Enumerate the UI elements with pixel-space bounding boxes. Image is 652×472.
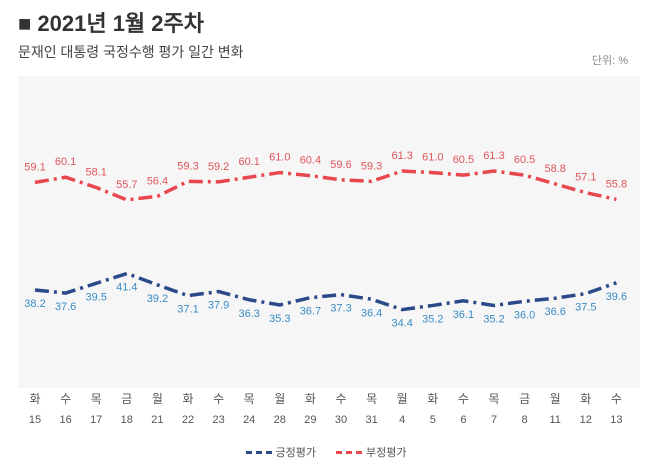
- data-label: 58.1: [85, 167, 106, 179]
- x-tick-day: 화: [427, 392, 438, 406]
- x-tick-day: 화: [305, 392, 316, 406]
- data-label: 35.2: [483, 313, 504, 325]
- data-label: 60.5: [514, 154, 535, 166]
- x-tick-day: 월: [152, 392, 163, 406]
- x-tick-day: 화: [580, 392, 591, 406]
- data-label: 55.7: [116, 179, 137, 191]
- x-tick-label: 16: [59, 414, 71, 426]
- data-label: 60.4: [300, 155, 321, 167]
- x-tick-day: 월: [550, 392, 561, 406]
- x-tick-day: 금: [121, 392, 132, 406]
- unit-label: 단위: %: [591, 55, 628, 67]
- x-tick-day: 목: [366, 392, 377, 406]
- x-tick-day: 화: [29, 392, 40, 406]
- data-label: 59.3: [361, 160, 382, 172]
- x-tick-day: 수: [60, 392, 71, 406]
- x-tick-label: 31: [365, 414, 377, 426]
- x-tick-label: 5: [430, 414, 436, 426]
- data-label: 37.9: [208, 300, 229, 312]
- data-label: 61.3: [391, 150, 412, 162]
- x-tick-label: 30: [335, 414, 347, 426]
- data-label: 37.5: [575, 302, 596, 314]
- data-label: 37.6: [55, 301, 76, 313]
- x-tick-label: 7: [491, 414, 497, 426]
- x-tick-day: 금: [519, 392, 530, 406]
- x-tick-day: 화: [182, 392, 193, 406]
- x-tick-label: 12: [580, 414, 592, 426]
- data-label: 61.0: [422, 152, 443, 164]
- data-label: 38.2: [24, 298, 45, 310]
- data-label: 60.5: [453, 154, 474, 166]
- legend-label: 긍정평가: [275, 447, 316, 459]
- data-label: 35.2: [422, 313, 443, 325]
- data-label: 58.8: [544, 163, 565, 175]
- legend-label: 부정평가: [366, 447, 407, 459]
- data-label: 59.6: [330, 159, 351, 171]
- x-tick-day: 수: [611, 392, 622, 406]
- data-label: 41.4: [116, 282, 137, 294]
- legend-swatch: [336, 450, 362, 454]
- legend-item: 부정평가: [336, 444, 406, 460]
- data-label: 57.1: [575, 172, 596, 184]
- x-tick-label: 18: [121, 414, 133, 426]
- chart-title: ■ 2021년 1월 2주차: [18, 11, 204, 36]
- x-tick-day: 수: [458, 392, 469, 406]
- data-label: 36.0: [514, 309, 535, 321]
- data-label: 39.5: [85, 291, 106, 303]
- data-label: 36.7: [300, 306, 321, 318]
- legend: 긍정평가 부정평가: [0, 444, 652, 460]
- data-label: 36.1: [453, 309, 474, 321]
- x-tick-day: 수: [213, 392, 224, 406]
- x-tick-day: 수: [335, 392, 346, 406]
- x-tick-label: 23: [212, 414, 224, 426]
- x-tick-label: 24: [243, 414, 255, 426]
- x-tick-label: 21: [151, 414, 163, 426]
- data-label: 34.4: [391, 318, 412, 330]
- x-tick-day: 월: [274, 392, 285, 406]
- data-label: 37.3: [330, 303, 351, 315]
- x-tick-day: 월: [397, 392, 408, 406]
- x-tick-day: 목: [244, 392, 255, 406]
- data-label: 37.1: [177, 304, 198, 316]
- x-tick-label: 6: [460, 414, 466, 426]
- data-label: 61.3: [483, 150, 504, 162]
- data-label: 61.0: [269, 152, 290, 164]
- x-tick-day: 목: [91, 392, 102, 406]
- data-label: 60.1: [55, 156, 76, 168]
- series-line-0: [34, 271, 617, 312]
- x-tick-label: 4: [399, 414, 405, 426]
- x-tick-day: 목: [488, 392, 499, 406]
- data-label: 39.2: [147, 293, 168, 305]
- legend-item: 긍정평가: [245, 444, 316, 460]
- data-label: 60.1: [238, 156, 259, 168]
- data-label: 59.2: [208, 161, 229, 173]
- x-tick-label: 8: [522, 414, 528, 426]
- x-tick-label: 22: [182, 414, 194, 426]
- data-label: 36.6: [544, 306, 565, 318]
- x-tick-label: 13: [610, 414, 622, 426]
- x-tick-label: 17: [90, 414, 102, 426]
- data-label: 39.6: [606, 291, 627, 303]
- x-tick-label: 15: [29, 414, 41, 426]
- series-line-1: [34, 169, 617, 202]
- x-tick-label: 28: [274, 414, 286, 426]
- plot-area: [18, 76, 640, 388]
- legend-swatch: [245, 450, 272, 454]
- x-tick-label: 29: [304, 414, 316, 426]
- data-label: 56.4: [147, 175, 168, 187]
- data-label: 35.3: [269, 313, 290, 325]
- data-label: 59.1: [24, 161, 45, 173]
- chart-subtitle: 문재인 대통령 국정수행 평가 일간 변화: [18, 44, 244, 60]
- data-label: 55.8: [606, 178, 627, 190]
- data-label: 59.3: [177, 160, 198, 172]
- data-label: 36.4: [361, 307, 382, 319]
- x-tick-label: 11: [549, 414, 560, 426]
- data-label: 36.3: [238, 308, 259, 320]
